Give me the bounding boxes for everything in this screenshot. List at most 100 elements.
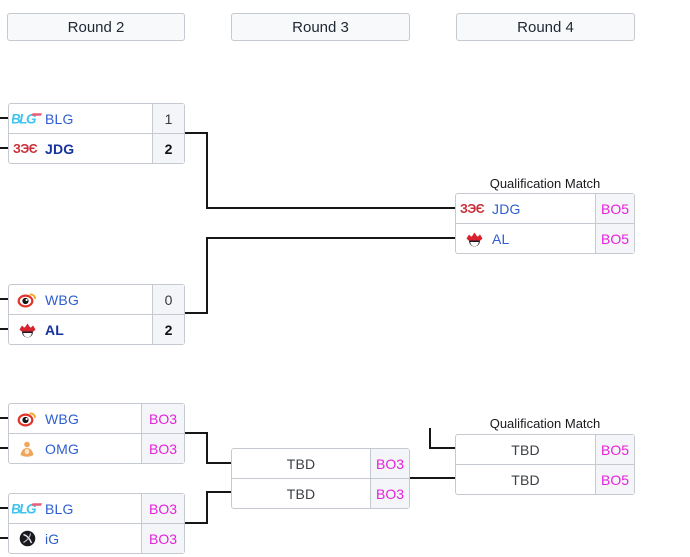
- team-name: JDG: [492, 200, 521, 217]
- icon-wrap: [9, 410, 45, 427]
- team-row-ig[interactable]: iG BO3: [9, 523, 184, 553]
- best-of-cell: BO3: [141, 404, 184, 433]
- icon-wrap: [9, 321, 45, 338]
- connector-line: [206, 207, 455, 209]
- team-name: iG: [45, 530, 60, 547]
- team-name: WBG: [45, 291, 80, 308]
- team-row-tbd[interactable]: TBD BO3: [232, 449, 409, 478]
- connector-line: [206, 491, 231, 493]
- icon-wrap: [9, 530, 45, 547]
- team-row-tbd[interactable]: TBD BO5: [456, 435, 634, 464]
- al-logo-icon: [19, 323, 35, 338]
- team-row-wbg[interactable]: WBG 0: [9, 285, 184, 314]
- upper-qualification-label: Qualification Match: [489, 176, 601, 191]
- svg-text:ЗЭЄ: ЗЭЄ: [460, 202, 485, 215]
- connector-line: [429, 428, 431, 449]
- best-of-cell: BO3: [141, 494, 184, 523]
- connector-line: [0, 147, 8, 149]
- connector-line: [185, 132, 208, 134]
- match-upper-semifinal-1: BLG BLG 1 ЗЭЄ JDG 2: [8, 103, 185, 164]
- team-row-tbd[interactable]: TBD BO3: [232, 478, 409, 508]
- connector-line: [206, 432, 208, 464]
- connector-line: [410, 477, 455, 479]
- team-name: BLG: [45, 500, 74, 517]
- connector-line: [206, 237, 455, 239]
- team-name: TBD: [286, 485, 316, 502]
- icon-wrap: [456, 230, 492, 247]
- best-of-cell: BO5: [595, 435, 634, 464]
- round-2-header[interactable]: Round 2: [7, 13, 185, 41]
- round-2-label: Round 2: [67, 18, 125, 36]
- team-name: BLG: [45, 110, 74, 127]
- icon-wrap: ЗЭЄ: [456, 202, 492, 215]
- round-4-header[interactable]: Round 4: [456, 13, 635, 41]
- omg-logo-icon: [20, 441, 34, 457]
- team-name: JDG: [45, 140, 75, 157]
- blg-logo-icon: BLG: [12, 112, 42, 125]
- team-row-blg[interactable]: BLG BLG BO3: [9, 494, 184, 523]
- connector-line: [0, 537, 8, 539]
- match-lower-1: WBG BO3 OMG BO3: [8, 403, 185, 464]
- icon-wrap: [9, 291, 45, 308]
- connector-line: [185, 522, 208, 524]
- score-cell: 0: [152, 285, 184, 314]
- icon-wrap: BLG: [9, 112, 45, 125]
- best-of-cell: BO3: [141, 524, 184, 553]
- round-4-label: Round 4: [517, 18, 574, 36]
- team-row-al[interactable]: AL BO5: [456, 223, 634, 253]
- connector-line: [185, 432, 208, 434]
- icon-wrap: ЗЭЄ: [9, 142, 45, 155]
- match-lower-2: BLG BLG BO3 iG BO3: [8, 493, 185, 554]
- connector-line: [429, 447, 455, 449]
- team-row-omg[interactable]: OMG BO3: [9, 433, 184, 463]
- connector-line: [0, 507, 8, 509]
- team-row-jdg[interactable]: ЗЭЄ JDG BO5: [456, 194, 634, 223]
- connector-line: [0, 298, 8, 300]
- blg-logo-icon: BLG: [12, 502, 42, 515]
- best-of-cell: BO5: [595, 194, 634, 223]
- ig-logo-icon: [19, 530, 35, 547]
- wbg-logo-icon: [17, 412, 36, 427]
- svg-text:ЗЭЄ: ЗЭЄ: [13, 142, 38, 155]
- jdg-logo-icon: ЗЭЄ: [460, 202, 485, 215]
- connector-line: [206, 237, 208, 314]
- connector-line: [206, 132, 208, 209]
- team-name: WBG: [45, 410, 80, 427]
- best-of-cell: BO3: [141, 434, 184, 463]
- score-cell: 2: [152, 315, 184, 344]
- team-row-tbd[interactable]: TBD BO5: [456, 464, 634, 494]
- connector-line: [185, 312, 208, 314]
- connector-line: [206, 491, 208, 524]
- connector-line: [0, 417, 8, 419]
- connector-line: [0, 117, 8, 119]
- team-row-al[interactable]: AL 2: [9, 314, 184, 344]
- al-logo-icon: [466, 232, 482, 247]
- team-row-jdg[interactable]: ЗЭЄ JDG 2: [9, 133, 184, 163]
- best-of-cell: BO5: [595, 224, 634, 253]
- best-of-cell: BO3: [370, 449, 409, 478]
- icon-wrap: BLG: [9, 502, 45, 515]
- team-name: TBD: [511, 471, 540, 488]
- score-cell: 1: [152, 104, 184, 133]
- best-of-cell: BO3: [370, 479, 409, 508]
- round-3-label: Round 3: [292, 18, 349, 36]
- match-lower-semifinal: TBD BO3 TBD BO3: [231, 448, 410, 509]
- lower-qualification-label: Qualification Match: [489, 416, 601, 431]
- team-name: TBD: [511, 441, 540, 458]
- jdg-logo-icon: ЗЭЄ: [13, 142, 38, 155]
- match-upper-qualification: ЗЭЄ JDG BO5 AL BO5: [455, 193, 635, 254]
- connector-line: [206, 462, 231, 464]
- team-row-wbg[interactable]: WBG BO3: [9, 404, 184, 433]
- match-lower-qualification: TBD BO5 TBD BO5: [455, 434, 635, 495]
- round-3-header[interactable]: Round 3: [231, 13, 410, 41]
- score-cell: 2: [152, 134, 184, 163]
- icon-wrap: [9, 440, 45, 457]
- match-upper-semifinal-2: WBG 0 AL 2: [8, 284, 185, 345]
- best-of-cell: BO5: [595, 465, 634, 494]
- team-row-blg[interactable]: BLG BLG 1: [9, 104, 184, 133]
- connector-line: [0, 447, 8, 449]
- team-name: AL: [492, 230, 510, 247]
- wbg-logo-icon: [17, 293, 36, 308]
- team-name: AL: [45, 321, 65, 338]
